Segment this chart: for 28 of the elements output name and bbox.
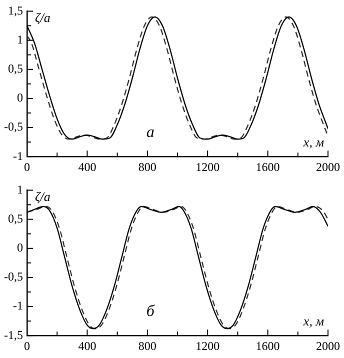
y-tick-label: 0,5 <box>8 62 23 76</box>
x-axis-title: x, м <box>302 134 324 150</box>
x-tick-label: 1200 <box>196 338 220 353</box>
y-tick-label: -1 <box>12 148 23 163</box>
y-tick-label: -0,5 <box>4 120 23 134</box>
y-axis-title: ζ/a <box>34 10 51 26</box>
x-tick-label: 1600 <box>256 160 280 174</box>
x-tick-label: 1600 <box>256 338 280 353</box>
x-tick-label: 800 <box>138 338 156 353</box>
y-tick-label: -0,5 <box>4 270 23 284</box>
y-tick-label: 0 <box>16 90 23 105</box>
y-tick-label: 1 <box>16 182 23 196</box>
y-tick-label: -1,5 <box>4 328 23 342</box>
annotation: б <box>146 302 156 320</box>
annotation: а <box>146 124 154 141</box>
x-tick-label: 800 <box>138 160 156 174</box>
x-tick-label: 1200 <box>196 160 220 174</box>
y-tick-label: 1 <box>16 32 23 46</box>
x-tick-label: 2000 <box>316 160 340 174</box>
x-tick-label: 400 <box>78 160 96 174</box>
y-tick-label: -1 <box>12 298 23 313</box>
y-tick-label: 0 <box>16 240 23 255</box>
x-tick-label: 400 <box>78 338 96 353</box>
x-axis-title: x, м <box>302 314 324 329</box>
y-tick-label: 1,5 <box>8 3 23 18</box>
y-axis-title: ζ/a <box>34 189 51 204</box>
y-tick-label: 0,5 <box>8 211 23 226</box>
x-tick-label: 2000 <box>316 338 340 353</box>
